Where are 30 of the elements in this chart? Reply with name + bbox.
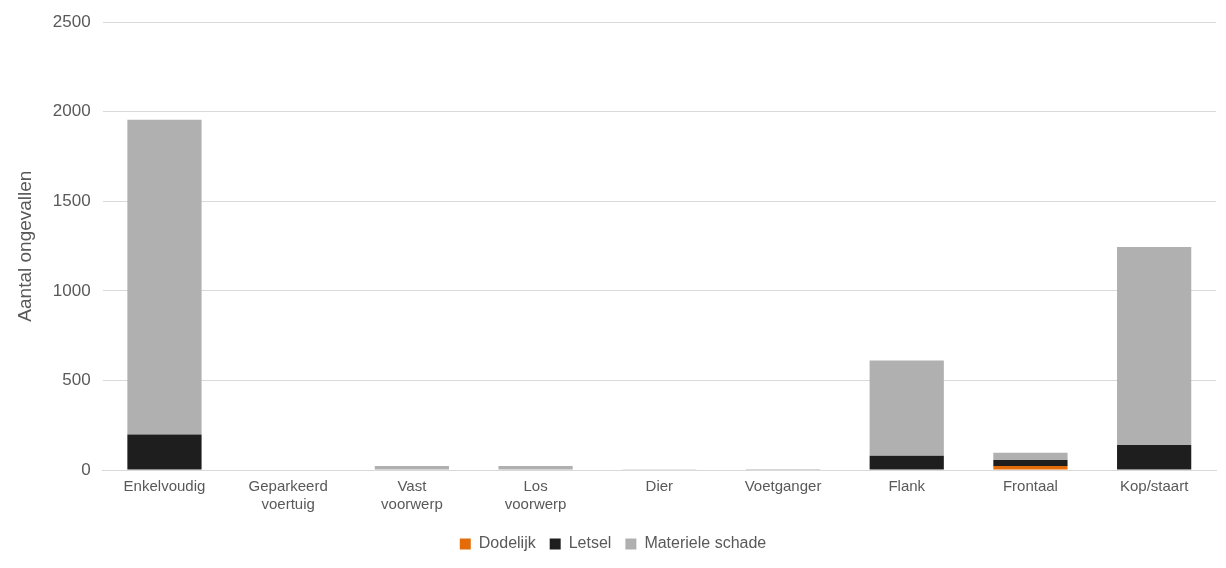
bar [1117,247,1192,445]
bar [993,459,1068,467]
bar [374,465,449,470]
y-tick-label: 2500 [52,11,91,31]
x-tick-label: Vast voorwerp [381,477,443,513]
bar [1117,444,1192,470]
x-tick-label: Flank [888,477,926,495]
bar [127,119,202,435]
y-tick-label: 1000 [52,280,91,300]
legend-label: Dodelijk [478,534,537,552]
bar [869,360,944,456]
bar [993,452,1068,460]
bar [127,434,202,470]
x-tick-label: Voetganger [744,477,822,495]
y-axis-title: Aantal ongevallen [13,170,35,322]
x-tick-label: Enkelvoudig [123,477,206,495]
legend-label: Materiele schade [644,534,767,552]
x-tick-label: Los voorwerp [504,477,567,513]
y-tick-label: 500 [62,370,91,390]
bar [498,465,573,470]
x-tick-label: Geparkeerd voertuig [248,477,328,513]
y-tick-label: 1500 [52,191,91,211]
y-tick-label: 0 [81,459,91,479]
x-tick-label: Frontaal [1002,477,1058,495]
bar [993,466,1068,470]
bar [869,455,944,470]
legend-label: Letsel [568,534,612,552]
x-tick-label: Dier [645,477,674,495]
x-tick-label: Kop/staart [1119,477,1190,495]
y-tick-label: 2000 [52,101,91,121]
